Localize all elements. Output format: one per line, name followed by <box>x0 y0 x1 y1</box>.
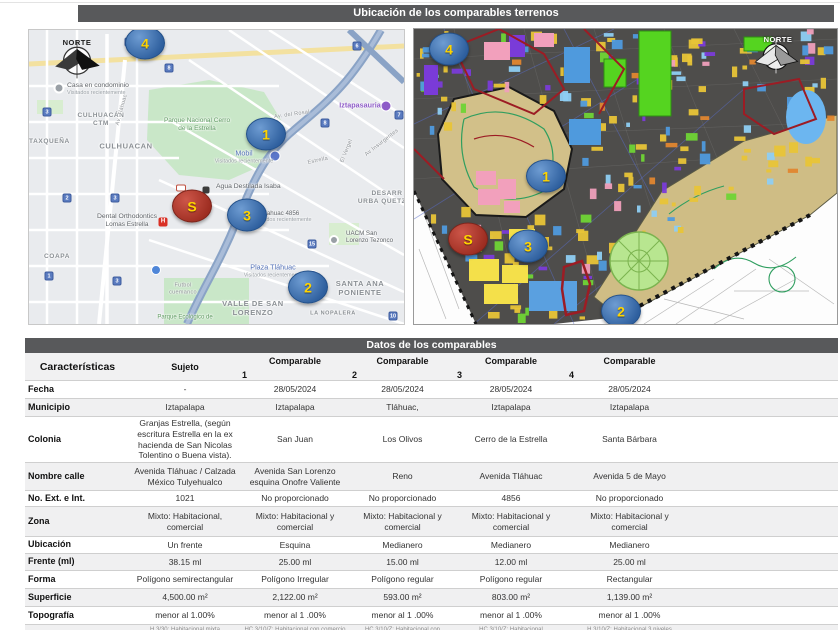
street-map: NORTE H 3 8 6 7 8 3 2 3 15 1 3 10 <box>28 29 405 325</box>
comparable-marker-4: 4 <box>429 32 469 66</box>
route-shield: 3 <box>42 107 52 117</box>
map-label-uacm: UACM San Lorenzo Tezonco <box>346 230 394 245</box>
subject-marker: S <box>448 222 488 256</box>
comparable-marker-3: 3 <box>227 198 267 232</box>
condo-poi-icon <box>53 82 65 94</box>
table-row-nombre-calle: Nombre calle Avenida Tláhuac / Calzada M… <box>25 462 838 490</box>
compass-rose-icon <box>55 41 100 79</box>
map-label-coapa: COAPA <box>44 253 70 261</box>
table-row-ubicacion: Ubicación Un frente Esquina Medianero Me… <box>25 536 838 553</box>
route-shield: 1 <box>44 271 54 281</box>
table-row-forma: Forma Polígono semirectangular Polígono … <box>25 570 838 588</box>
comparable-marker-3: 3 <box>508 229 548 263</box>
table-row-zona: Zona Mixto: Habitacional, comercial Mixt… <box>25 506 838 536</box>
map-label-av-tlahuac-4856: Av Tlahuac 4856 Visitados recientemente <box>253 210 312 224</box>
dino-park-poi-icon <box>380 100 392 112</box>
route-shield: 2 <box>62 193 72 203</box>
table-row-uso-suelo-cut: H 3/30: Habitacional mixta HC 3/10/Z: Ha… <box>25 624 838 630</box>
map-label-parque-ecologico: Parque Ecológico de <box>157 314 213 321</box>
maps-section-title-text: Ubicación de los comparables terrenos <box>353 7 559 19</box>
route-shield: 10 <box>388 311 398 321</box>
gas-station-poi-icon <box>269 150 281 162</box>
map-label-casa-condominio: Casa en condominio Visitados recientement… <box>67 82 129 97</box>
column-header-sujeto: Sujeto <box>171 361 199 372</box>
compass-rose-icon <box>754 38 799 74</box>
map-label-plaza-tlahuac: Plaza Tláhuac Visitados recientemente <box>243 262 303 279</box>
table-row-fecha: Fecha - 28/05/2024 28/05/2024 28/05/2024… <box>25 380 838 398</box>
map-label-taxquena: TAXQUEÑA <box>29 138 70 145</box>
map-label-iztapasauria: Iztapasauria <box>339 100 381 110</box>
hospital-icon: H <box>158 217 168 227</box>
route-shield: 8 <box>164 63 174 73</box>
map-label-futbol-cuemanco: Futbol cuemanco <box>169 282 197 295</box>
route-shield: 6 <box>352 41 362 51</box>
table-header-row: Características Sujeto Comparable 1 Compa… <box>25 353 838 380</box>
comparable-marker-2: 2 <box>601 294 641 324</box>
route-shield: 3 <box>112 276 122 286</box>
comparable-marker-4: 4 <box>125 30 165 60</box>
comparable-marker-2: 2 <box>288 270 328 304</box>
table-row-municipio: Municipio Iztapalapa Iztapalapa Tláhuac,… <box>25 398 838 416</box>
column-header-comparable-1: Comparable 1 <box>242 356 321 380</box>
maps-section-title: Ubicación de los comparables terrenos <box>78 5 834 22</box>
map-label-parque-nacional: Parque Nacional Cerro de la Estrella <box>163 117 231 132</box>
map-label-santa-ana: SANTA ANA PONIENTE <box>335 279 385 297</box>
metro-poi-icon <box>151 265 161 275</box>
column-header-comparable-4: Comparable 4 <box>569 356 656 380</box>
comparables-table: Características Sujeto Comparable 1 Compa… <box>25 353 838 630</box>
table-row-colonia: Colonia Granjas Estrella, (según escritu… <box>25 416 838 462</box>
comparable-marker-1: 1 <box>526 159 566 193</box>
table-row-frente: Frente (ml) 38.15 ml 25.00 ml 15.00 ml 1… <box>25 553 838 570</box>
route-shield: 8 <box>320 118 330 128</box>
column-header-comparable-3: Comparable 3 <box>457 356 537 380</box>
map-label-culhuacan-ctm: CULHUACÁN CTM <box>77 112 125 127</box>
university-poi-icon <box>329 235 339 245</box>
map-label-la-nopalera: LA NOPALERA <box>310 310 356 317</box>
column-header-comparable-2: Comparable 2 <box>352 356 429 380</box>
compass-north-right: NORTE <box>752 35 804 74</box>
map-label-valle-san-lorenzo: VALLE DE SAN LORENZO <box>222 299 284 317</box>
table-row-no-ext: No. Ext. e Int. 1021 No proporcionado No… <box>25 490 838 506</box>
route-shield: 7 <box>394 110 404 120</box>
compass-north-left: NORTE <box>51 38 103 79</box>
table-row-topografia: Topografía menor al 1.00% menor al 1 .00… <box>25 606 838 624</box>
comparable-marker-1: 1 <box>246 117 286 151</box>
route-shield: 3 <box>110 193 120 203</box>
water-shop-poi-icon <box>202 186 210 194</box>
subject-marker: S <box>172 189 212 223</box>
table-section-title-text: Datos de los comparables <box>366 339 497 351</box>
map-label-mobil: Mobil Visitados recientemente <box>214 148 274 165</box>
map-label-dental: Dental Orthodontics Lomas Estrella <box>96 213 158 229</box>
column-header-caracteristicas: Características <box>39 360 116 373</box>
table-row-superficie: Superficie 4,500.00 m² 2,122.00 m² 593.0… <box>25 588 838 606</box>
compass-north-label: NORTE <box>763 35 793 44</box>
map-label-agua-destilada: Agua Destilada Isaba <box>216 183 281 190</box>
route-shield: 15 <box>307 239 317 249</box>
map-label-culhuacan: CULHUACAN <box>99 141 153 151</box>
zoning-map: NORTE 4 1 S 3 2 <box>413 28 838 325</box>
page-top-rule <box>0 2 840 3</box>
table-section-title: Datos de los comparables <box>25 338 838 353</box>
